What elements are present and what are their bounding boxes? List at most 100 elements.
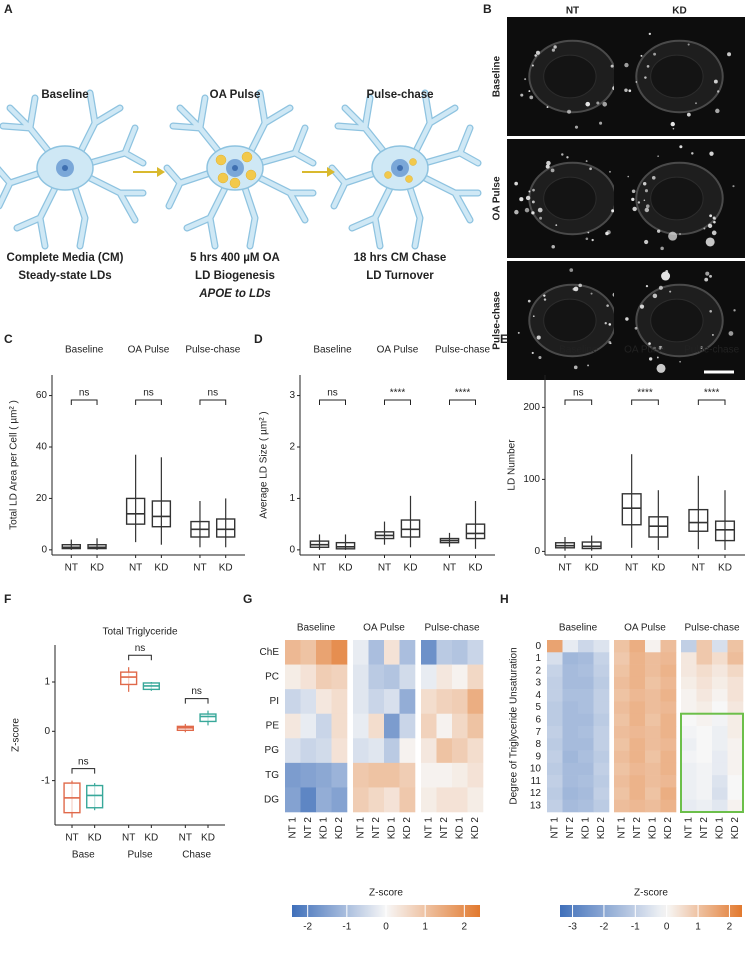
heatmap-cell xyxy=(368,664,385,690)
fluorescent-spot xyxy=(658,285,663,290)
row-label: DG xyxy=(264,794,279,805)
heatmap-cell xyxy=(368,738,385,764)
fluorescent-spot xyxy=(532,188,535,192)
column-label: NT 2 xyxy=(699,817,710,839)
fluorescent-spot xyxy=(691,152,694,155)
heatmap-cell xyxy=(681,676,697,690)
heatmap-cell xyxy=(421,738,437,764)
y-tick-label: 100 xyxy=(523,474,540,485)
fluorescent-spot xyxy=(656,356,659,359)
heatmap-cell xyxy=(712,738,728,751)
fluorescent-spot xyxy=(527,299,531,303)
heatmap-cell xyxy=(436,664,453,690)
fluorescent-spot xyxy=(628,89,632,93)
fluorescent-spot xyxy=(695,102,697,105)
heatmap-cell xyxy=(614,775,630,788)
fluorescent-spot xyxy=(668,231,678,241)
panel-label: B xyxy=(483,2,492,16)
fluorescent-spot xyxy=(610,64,614,68)
heatmap-cell xyxy=(696,762,713,776)
colorbar-tick-label: 1 xyxy=(422,922,428,933)
heatmap-cell xyxy=(614,726,630,739)
heatmap-cell xyxy=(660,664,677,678)
fluorescent-spot xyxy=(679,233,681,235)
row-label: 10 xyxy=(530,764,542,775)
significance-bracket xyxy=(71,768,96,774)
heatmap-cell xyxy=(645,787,661,801)
heatmap-cell xyxy=(645,750,661,764)
heatmap-cell xyxy=(614,799,630,813)
neuron xyxy=(0,89,147,250)
heatmap-cell xyxy=(436,762,453,788)
heatmap-cell xyxy=(727,713,744,727)
x-tick-label: KD xyxy=(154,563,168,574)
row-label: 13 xyxy=(530,800,542,811)
fluorescent-spot xyxy=(599,121,603,125)
heatmap-cell xyxy=(285,640,301,665)
heatmap-cell xyxy=(547,676,563,690)
fluorescent-spot xyxy=(605,231,609,236)
facet-label: Chase xyxy=(182,850,211,861)
heatmap-cell xyxy=(300,640,317,665)
fluorescent-spot xyxy=(709,274,712,278)
column-label: NT 1 xyxy=(355,817,366,839)
heatmap-cell xyxy=(399,713,416,739)
heatmap-cell xyxy=(384,664,400,690)
colorbar-tick-label: -1 xyxy=(631,922,640,933)
heatmap-cell xyxy=(547,652,563,665)
heatmap-cell xyxy=(578,640,594,653)
heatmap-cell xyxy=(547,750,563,764)
heatmap-cell xyxy=(696,652,713,665)
fluorescent-spot xyxy=(657,155,659,157)
facet-label: OA Pulse xyxy=(624,345,666,356)
heatmap-cell xyxy=(547,664,563,678)
cell-nucleus xyxy=(650,298,704,343)
heatmap-cell xyxy=(645,701,661,715)
heatmap-cell xyxy=(696,799,713,813)
heatmap-cell xyxy=(547,701,563,715)
fluorescent-spot xyxy=(585,237,589,241)
fluorescent-spot xyxy=(624,62,629,68)
heatmap-cell xyxy=(562,762,579,776)
heatmap-cell xyxy=(578,738,594,751)
fluorescent-spot xyxy=(567,109,572,114)
lipid-droplet xyxy=(229,177,241,189)
fluorescent-spot xyxy=(602,101,608,107)
x-tick-label: KD xyxy=(339,563,353,574)
heatmap-cell xyxy=(316,787,332,813)
heatmap-cell xyxy=(547,787,563,801)
heatmap-cell xyxy=(353,640,369,665)
heatmap-cell xyxy=(467,640,484,665)
heatmap-cell xyxy=(562,775,579,788)
column-label: NT 2 xyxy=(439,817,450,839)
x-tick-label: NT xyxy=(65,563,78,574)
fluorescent-spot xyxy=(687,43,690,46)
fluorescent-spot xyxy=(538,355,542,360)
lipid-droplet xyxy=(241,151,253,163)
fluorescent-spot xyxy=(535,50,540,55)
heatmap-cell xyxy=(660,799,677,813)
column-label: KD 1 xyxy=(647,817,658,840)
x-tick-label: NT xyxy=(179,833,192,844)
heatmap-cell xyxy=(331,787,348,813)
heatmap-cell xyxy=(614,689,630,702)
highlight-box xyxy=(680,712,744,814)
significance-bracket xyxy=(319,399,346,405)
column-label: KD 2 xyxy=(402,817,413,840)
heatmap-cell xyxy=(660,652,677,665)
column-label: KD 2 xyxy=(470,817,481,840)
heatmap-cell xyxy=(399,689,416,715)
heatmap-cell xyxy=(712,799,728,813)
heatmap-cell xyxy=(696,750,713,764)
heatmap-cell xyxy=(368,640,385,665)
heatmap-cell xyxy=(399,762,416,788)
fluorescent-spot xyxy=(642,182,647,186)
heatmap-cell xyxy=(681,640,697,653)
box xyxy=(199,713,217,723)
stage-text: LD Biogenesis xyxy=(195,270,275,282)
heatmap-cell xyxy=(399,640,416,665)
heatmap-cell xyxy=(467,787,484,813)
heatmap-cell xyxy=(578,799,594,813)
fluorescent-spot xyxy=(553,45,557,49)
heatmap-cell xyxy=(421,787,437,813)
